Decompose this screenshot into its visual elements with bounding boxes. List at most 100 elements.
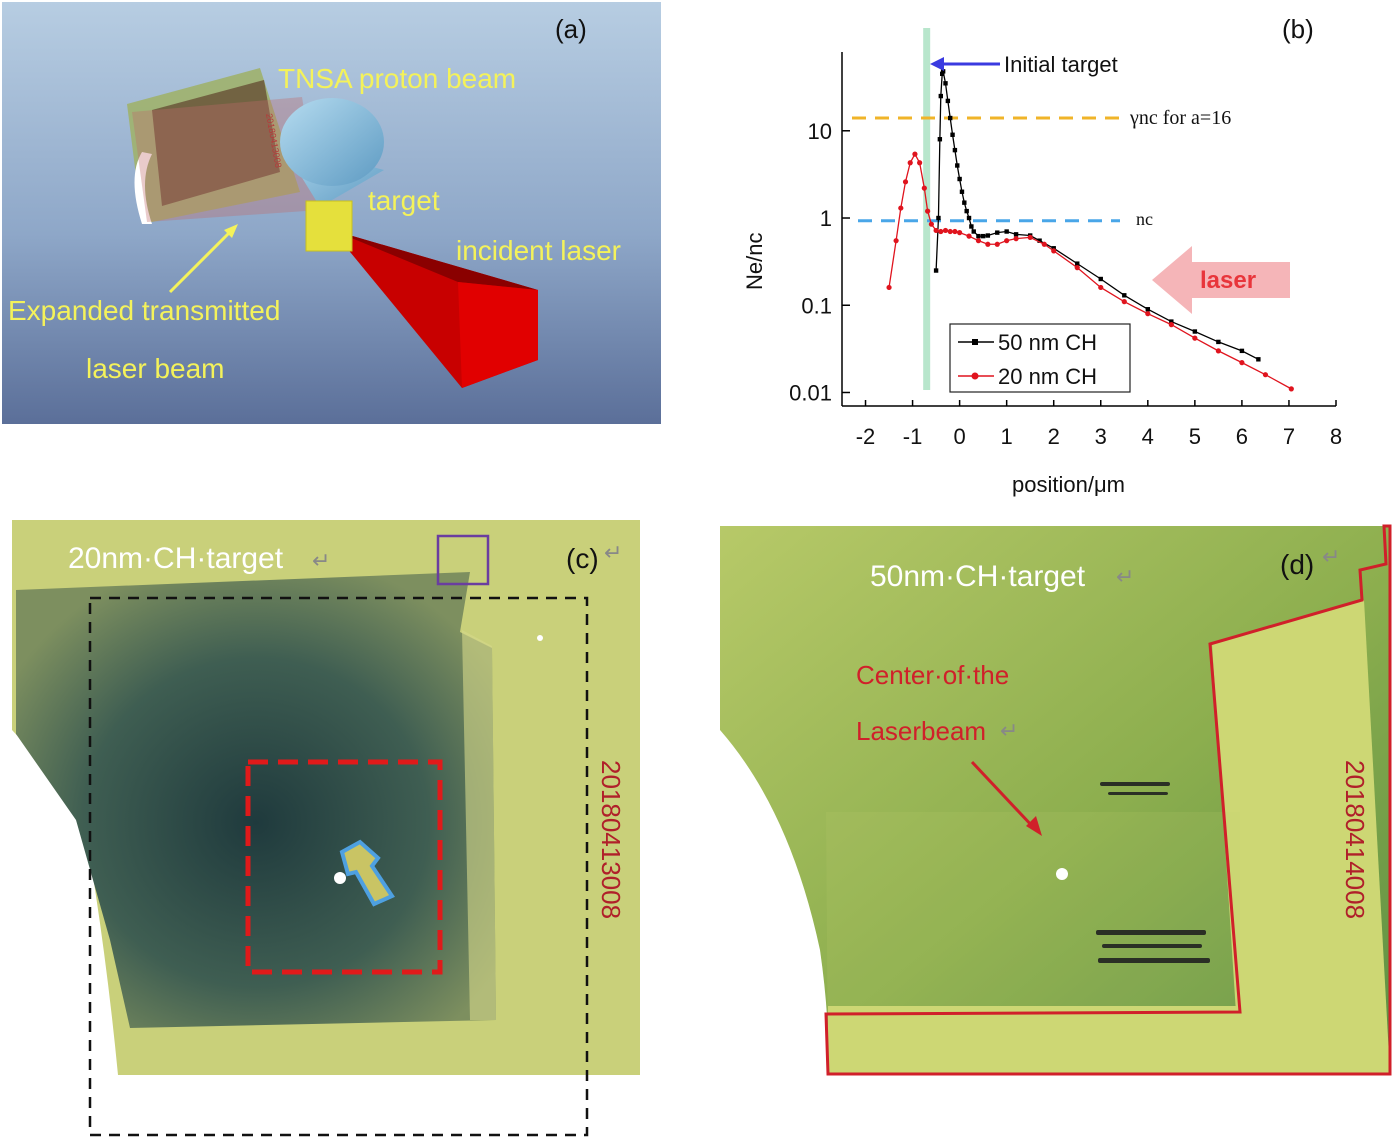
- film-mark-c: 20180413008: [596, 760, 626, 919]
- data-point-50nm: [933, 268, 939, 273]
- initial-target-label: Initial target: [1004, 52, 1118, 77]
- laser-face: [458, 282, 538, 388]
- data-point-50nm: [1098, 276, 1103, 282]
- panel-d-return-2: ↵: [1322, 544, 1340, 569]
- data-point-20nm: [898, 205, 904, 211]
- x-tick-label: 1: [1001, 424, 1013, 449]
- nc-label: nc: [1136, 209, 1153, 229]
- data-point-50nm: [995, 230, 1000, 235]
- data-point-50nm: [940, 69, 946, 74]
- data-point-50nm: [966, 215, 972, 221]
- x-tick-label: 6: [1236, 424, 1248, 449]
- data-point-50nm: [1256, 357, 1261, 362]
- data-point-50nm: [1169, 319, 1174, 324]
- panel-d-title: 50nm·CH·target: [870, 560, 1086, 593]
- data-point-20nm: [1145, 311, 1151, 317]
- panel-d-return-3: ↵: [1000, 718, 1018, 743]
- transmitted-label-1: Expanded transmitted: [8, 295, 280, 326]
- panel-a-label: (a): [555, 14, 587, 44]
- data-point-20nm: [1262, 372, 1269, 378]
- blue-outline-marker: [339, 839, 395, 907]
- data-point-50nm: [955, 163, 960, 168]
- panel-b: (b) -2 -1 0 1 2 3 4 5 6 7 8 0.01 0.1 1 10 Initial tar…: [700, 0, 1400, 500]
- dark-streaks: [1096, 782, 1210, 963]
- data-point-50nm: [1013, 232, 1019, 237]
- data-point-50nm: [936, 215, 941, 221]
- data-point-50nm: [971, 229, 976, 234]
- data-point-20nm: [1239, 360, 1245, 366]
- data-point-20nm: [952, 228, 958, 235]
- data-point-20nm: [947, 228, 953, 235]
- density-chart: (b) -2 -1 0 1 2 3 4 5 6 7 8 0.01 0.1 1 10 Initial tar…: [742, 14, 1342, 497]
- data-point-20nm: [938, 228, 944, 235]
- transmitted-beam: [132, 97, 320, 222]
- legend-box: [949, 323, 1131, 393]
- proton-beam-label: TNSA proton beam: [278, 63, 516, 94]
- data-point-50nm: [985, 233, 991, 238]
- panel-c-label: (c): [566, 543, 599, 574]
- data-point-20nm: [1192, 335, 1198, 341]
- gamma-nc-label: γnc for a=16: [1129, 107, 1231, 129]
- data-point-20nm: [907, 160, 913, 166]
- panel-c-title: 20nm·CH·target: [68, 542, 284, 575]
- data-point-20nm: [1051, 248, 1057, 254]
- data-point-20nm: [1027, 234, 1033, 240]
- data-point-50nm: [976, 233, 981, 239]
- purple-box: [436, 534, 490, 586]
- data-point-50nm: [1122, 293, 1127, 298]
- series-group: [886, 69, 1294, 392]
- center-arrow: [970, 760, 1036, 830]
- target-label: target: [368, 185, 440, 216]
- data-point-20nm: [994, 241, 1000, 247]
- data-point-20nm: [942, 227, 949, 234]
- data-point-50nm: [950, 132, 955, 137]
- data-point-20nm: [985, 241, 991, 247]
- data-point-20nm: [1098, 284, 1104, 291]
- data-point-50nm: [962, 200, 967, 205]
- laser-top: [332, 230, 538, 290]
- panel-a-scene: 20180413008 (a) TNSA proton beam target …: [2, 2, 661, 424]
- data-point-20nm: [1215, 348, 1221, 354]
- data-point-20nm: [1288, 386, 1294, 392]
- red-outline-region: [824, 524, 1392, 1076]
- data-point-50nm: [1192, 329, 1198, 334]
- data-point-50nm: [945, 98, 951, 104]
- legend-50nm: 50 nm CH: [998, 330, 1097, 355]
- data-point-20nm: [1074, 265, 1080, 271]
- panel-d: 50nm·CH·target ↵ (d) ↵ Center·of·the Las…: [700, 520, 1400, 1080]
- laser-arrow: [1152, 246, 1290, 314]
- red-dashed-box: [245, 759, 443, 975]
- x-tick-label: -1: [903, 424, 923, 449]
- data-point-50nm: [952, 147, 958, 153]
- data-point-50nm: [937, 137, 943, 142]
- data-point-20nm: [928, 221, 934, 227]
- panel-c-return-1: ↵: [312, 548, 330, 573]
- data-point-50nm: [1145, 307, 1151, 312]
- transmitted-label-2: laser beam: [86, 353, 225, 384]
- data-point-50nm: [938, 93, 943, 99]
- y-tick-label: 1: [820, 206, 832, 231]
- legend-20nm: 20 nm CH: [998, 364, 1097, 389]
- data-point-50nm: [1004, 229, 1009, 234]
- y-tick-label: 0.1: [801, 293, 832, 318]
- data-point-20nm: [1013, 236, 1019, 242]
- data-point-50nm: [1216, 339, 1221, 345]
- data-point-20nm: [1004, 238, 1010, 244]
- center-label-1: Center·of·the: [856, 660, 1009, 690]
- black-dashed-box: [88, 596, 589, 1137]
- data-point-50nm: [943, 81, 948, 86]
- x-axis-label: position/μm: [1012, 472, 1125, 497]
- data-point-20nm: [1121, 299, 1127, 305]
- data-point-20nm: [966, 233, 972, 239]
- target-cube: [305, 200, 353, 252]
- panel-d-return-1: ↵: [1116, 564, 1134, 589]
- film-dark-region: [152, 80, 280, 206]
- data-point-20nm: [893, 238, 899, 244]
- center-label-2: Laserbeam: [856, 716, 986, 746]
- data-point-50nm: [964, 208, 969, 214]
- data-point-50nm: [969, 224, 974, 229]
- exposed-region: [16, 572, 496, 1028]
- data-point-20nm: [925, 208, 931, 214]
- x-tick-label: 5: [1189, 424, 1201, 449]
- data-point-50nm: [1051, 246, 1056, 251]
